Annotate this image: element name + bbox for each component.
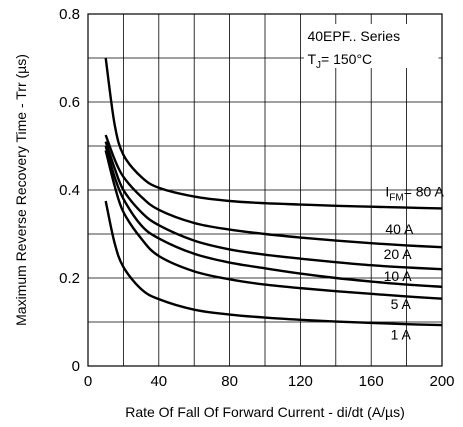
y-tick-label: 0.2 [59, 270, 80, 287]
series-label-2: 20 A [384, 246, 413, 262]
y-tick-label: 0 [72, 358, 80, 375]
annotation-series-label: 40EPF.. Series [307, 28, 400, 44]
series-labels: IFM= 80 A 40 A 20 A 10 A 5 A 1 A [384, 184, 445, 343]
plot-frame [87, 13, 443, 367]
series-line-0 [104, 57, 443, 210]
y-tick-label: 0.8 [59, 6, 80, 23]
series-line-3 [104, 145, 443, 288]
series-label-3: 10 A [384, 268, 413, 284]
series-line-5 [104, 200, 443, 327]
x-tick-label: 120 [288, 373, 313, 390]
series-line-4 [104, 150, 443, 300]
series-label-5: 1 A [391, 327, 412, 343]
x-axis-title: Rate Of Fall Of Forward Current - di/dt … [125, 404, 405, 420]
x-tick-label: 40 [150, 373, 167, 390]
y-tick-label: 0.4 [59, 182, 80, 199]
tick-labels: 0 40 80 120 160 200 0 0.2 0.4 0.6 0.8 [59, 6, 454, 390]
x-tick-label: 0 [84, 373, 92, 390]
series-line-2 [104, 141, 443, 271]
y-axis-title: Maximum Reverse Recovery Time - Trr (µs) [13, 54, 29, 326]
annotation-junction-temp: TJ= 150°C [307, 51, 372, 71]
curves [104, 57, 443, 327]
y-tick-label: 0.6 [59, 94, 80, 111]
tj-prefix: T [307, 51, 316, 67]
tj-subscript: J [316, 60, 321, 71]
series-label-0: IFM= 80 A [385, 184, 444, 204]
grid [88, 14, 442, 366]
x-tick-label: 80 [221, 373, 238, 390]
series-label-4: 5 A [391, 296, 412, 312]
annotation-background [303, 24, 439, 68]
tj-value: = 150°C [321, 51, 372, 67]
series-line-1 [104, 134, 443, 249]
x-tick-label: 200 [429, 373, 454, 390]
x-tick-label: 160 [359, 373, 384, 390]
series-label-1: 40 A [385, 221, 414, 237]
